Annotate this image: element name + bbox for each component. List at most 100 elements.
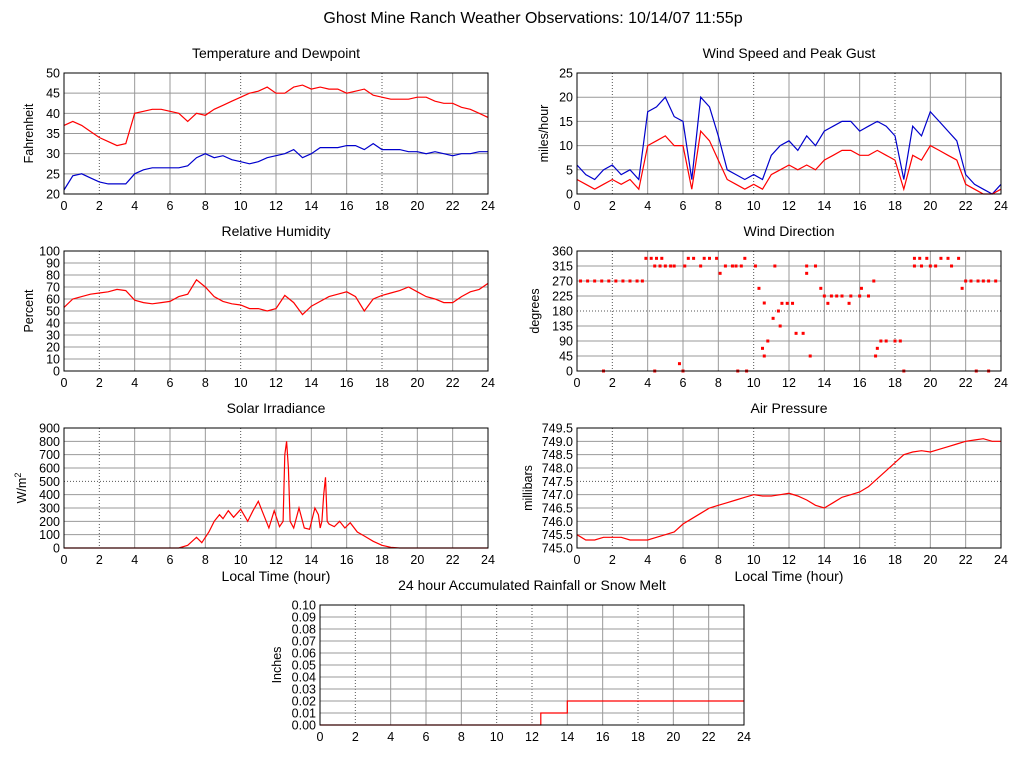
data-point [628,279,632,283]
data-point [677,362,681,366]
y-tick-label: 600 [39,462,60,476]
x-tick-label: 4 [644,553,651,567]
x-tick-label: 18 [375,376,389,390]
y-tick-label: 10 [46,353,60,367]
data-point [791,301,795,305]
y-tick-label: 30 [46,147,60,161]
x-tick-label: 18 [631,730,645,744]
x-tick-label: 14 [304,199,318,213]
x-tick-label: 0 [574,553,581,567]
x-tick-label: 6 [167,376,174,390]
data-point [586,279,590,283]
data-point [835,294,839,298]
series-line-red [63,84,489,147]
y-axis-label: miles/hour [537,105,551,163]
x-tick-label: 20 [410,553,424,567]
y-tick-label: 700 [39,448,60,462]
y-tick-label: 0.07 [292,635,316,649]
data-point [969,279,973,283]
y-tick-label: 30 [46,329,60,343]
y-tick-label: 360 [552,245,573,259]
data-point [692,256,696,260]
data-point [669,264,673,268]
x-tick-label: 20 [666,730,680,744]
y-tick-label: 0 [53,365,60,379]
data-point [872,279,876,283]
page-title: Ghost Mine Ranch Weather Observations: 1… [323,10,742,27]
x-tick-label: 10 [747,376,761,390]
x-tick-label: 12 [782,376,796,390]
data-point [859,286,863,290]
y-tick-label: 749.5 [542,422,573,436]
y-axis-label: degrees [528,288,542,333]
x-tick-label: 2 [96,553,103,567]
x-tick-label: 16 [340,553,354,567]
y-tick-label: 0.04 [292,671,316,685]
y-tick-label: 80 [46,269,60,283]
x-tick-label: 24 [994,553,1008,567]
x-tick-label: 14 [817,376,831,390]
x-tick-label: 20 [923,376,937,390]
chart-rain: 24 hour Accumulated Rainfall or Snow Mel… [270,577,751,744]
data-point [771,316,775,320]
data-point [739,264,743,268]
x-tick-label: 6 [423,730,430,744]
x-tick-label: 20 [923,553,937,567]
series-line-red [576,438,1001,541]
y-tick-label: 0.10 [292,599,316,613]
data-point [702,256,706,260]
y-tick-label: 0.06 [292,647,316,661]
data-point [607,279,611,283]
x-tick-label: 8 [715,553,722,567]
data-point [593,279,597,283]
x-tick-label: 4 [644,199,651,213]
data-point [912,256,916,260]
x-tick-label: 12 [782,553,796,567]
data-point [766,339,770,343]
y-tick-label: 745.0 [542,542,573,556]
plot-frame [63,427,489,549]
x-tick-label: 2 [96,199,103,213]
x-tick-label: 2 [96,376,103,390]
y-tick-label: 500 [39,475,60,489]
data-point [819,286,823,290]
grid [64,428,488,548]
x-tick-label: 4 [131,376,138,390]
y-tick-label: 0 [566,188,573,202]
data-point [794,331,798,335]
x-tick-label: 10 [747,553,761,567]
data-point [635,279,639,283]
data-point [805,264,809,268]
x-tick-label: 16 [853,553,867,567]
x-tick-label: 8 [715,376,722,390]
x-tick-label: 16 [340,199,354,213]
plot-frame [63,250,489,372]
x-tick-label: 22 [959,376,973,390]
grid [577,73,1001,194]
x-tick-label: 12 [269,199,283,213]
series-line-red [576,129,1002,195]
data-point [829,294,833,298]
x-tick-label: 8 [715,199,722,213]
data-point [672,264,676,268]
data-point [644,256,648,260]
y-tick-label: 100 [39,245,60,259]
x-tick-label: 6 [680,376,687,390]
y-tick-label: 40 [46,107,60,121]
y-tick-label: 0.03 [292,683,316,697]
y-tick-label: 315 [552,260,573,274]
series-points [579,256,998,373]
plot-frame [319,604,745,726]
x-tick-label: 0 [574,376,581,390]
data-point [874,354,878,358]
x-tick-label: 12 [269,553,283,567]
x-tick-label: 2 [609,553,616,567]
y-tick-label: 35 [46,127,60,141]
chart-title: Wind Speed and Peak Gust [703,45,876,61]
data-point [621,279,625,283]
